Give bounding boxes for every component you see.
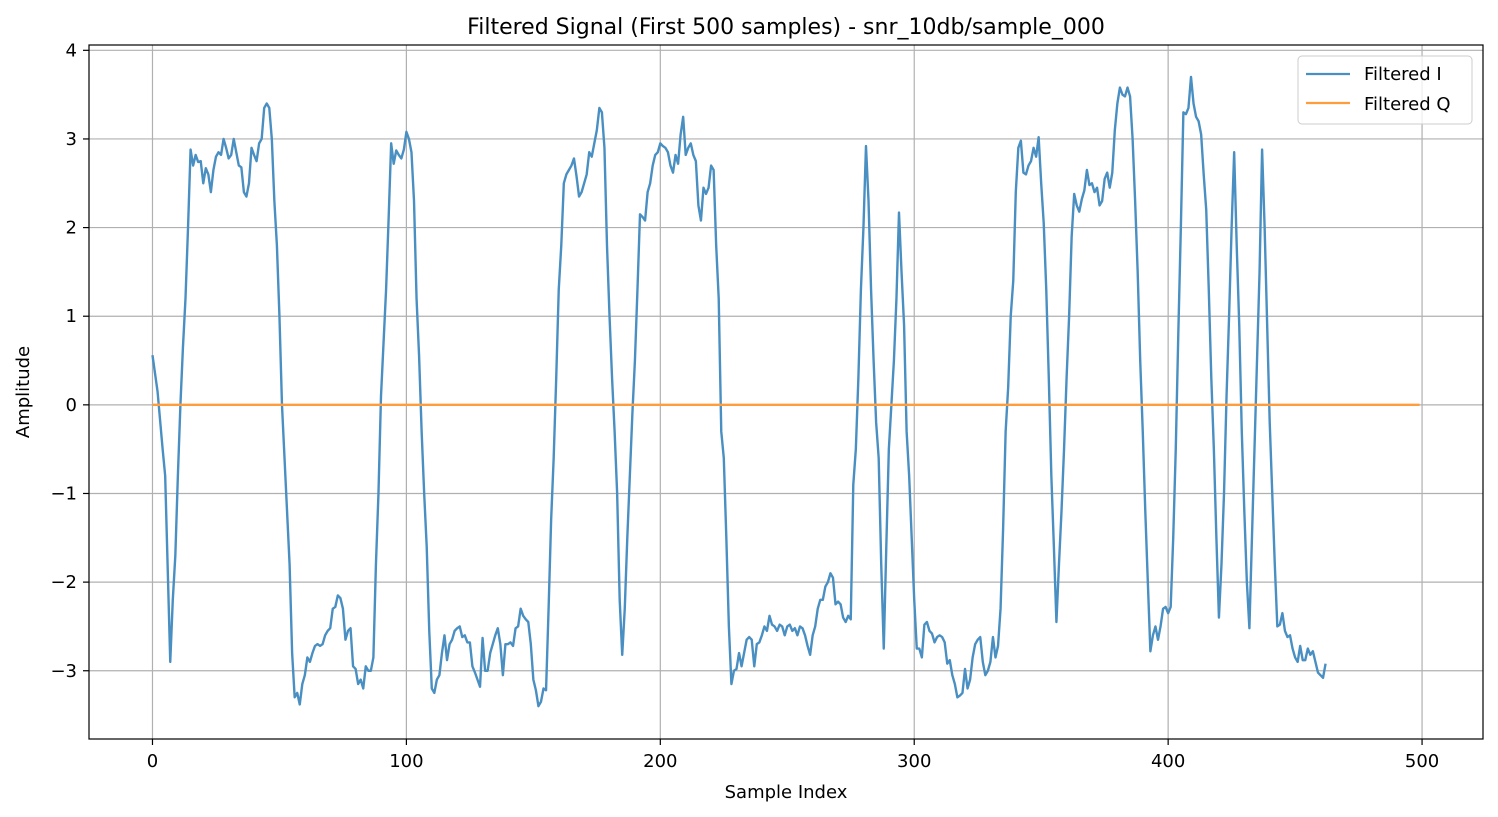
y-tick-label: 2 (66, 218, 77, 239)
x-tick-label: 500 (1405, 751, 1439, 772)
y-tick-label: 3 (66, 129, 77, 150)
y-axis: −3 −2 −1 0 1 2 3 4 (50, 40, 89, 682)
y-tick-label: −2 (50, 572, 77, 593)
chart-title: Filtered Signal (First 500 samples) - sn… (467, 15, 1105, 40)
legend: Filtered I Filtered Q (1297, 55, 1473, 125)
x-tick-label: 100 (389, 751, 423, 772)
series-line-filtered-i (151, 75, 1327, 708)
x-axis-label: Sample Index (725, 782, 848, 803)
y-tick-label: −1 (50, 483, 77, 504)
series-lines (151, 75, 1420, 708)
y-tick-label: −3 (50, 661, 77, 682)
legend-label-filtered-i: Filtered I (1364, 64, 1442, 85)
x-tick-label: 400 (1151, 751, 1185, 772)
y-tick-label: 1 (66, 306, 77, 327)
plot-frame (88, 44, 1484, 740)
y-axis-label: Amplitude (13, 346, 34, 438)
x-tick-label: 0 (147, 751, 158, 772)
y-tick-label: 0 (66, 395, 77, 416)
x-tick-label: 200 (643, 751, 677, 772)
x-tick-label: 300 (897, 751, 931, 772)
x-axis: 0 100 200 300 400 500 (147, 739, 1439, 772)
legend-label-filtered-q: Filtered Q (1364, 94, 1451, 115)
y-tick-label: 4 (66, 40, 77, 61)
